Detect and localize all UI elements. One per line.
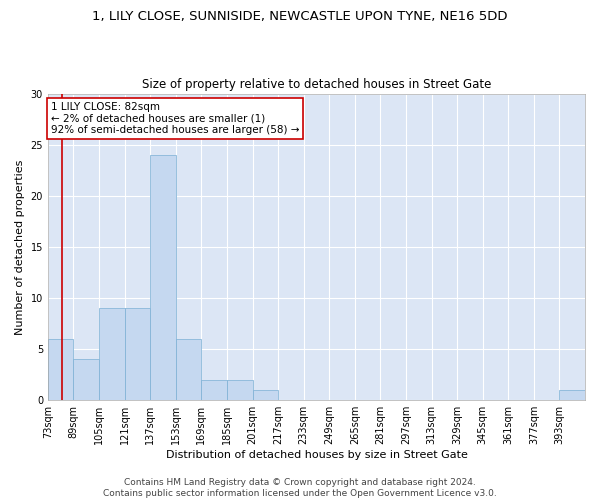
- Text: Contains HM Land Registry data © Crown copyright and database right 2024.
Contai: Contains HM Land Registry data © Crown c…: [103, 478, 497, 498]
- Bar: [559, 390, 585, 400]
- X-axis label: Distribution of detached houses by size in Street Gate: Distribution of detached houses by size …: [166, 450, 467, 460]
- Title: Size of property relative to detached houses in Street Gate: Size of property relative to detached ho…: [142, 78, 491, 91]
- Bar: [227, 380, 253, 400]
- Bar: [150, 155, 176, 400]
- Bar: [99, 308, 125, 400]
- Text: 1, LILY CLOSE, SUNNISIDE, NEWCASTLE UPON TYNE, NE16 5DD: 1, LILY CLOSE, SUNNISIDE, NEWCASTLE UPON…: [92, 10, 508, 23]
- Text: 1 LILY CLOSE: 82sqm
← 2% of detached houses are smaller (1)
92% of semi-detached: 1 LILY CLOSE: 82sqm ← 2% of detached hou…: [51, 102, 299, 135]
- Bar: [73, 360, 99, 400]
- Bar: [253, 390, 278, 400]
- Bar: [48, 339, 73, 400]
- Bar: [176, 339, 202, 400]
- Y-axis label: Number of detached properties: Number of detached properties: [15, 159, 25, 334]
- Bar: [202, 380, 227, 400]
- Bar: [125, 308, 150, 400]
